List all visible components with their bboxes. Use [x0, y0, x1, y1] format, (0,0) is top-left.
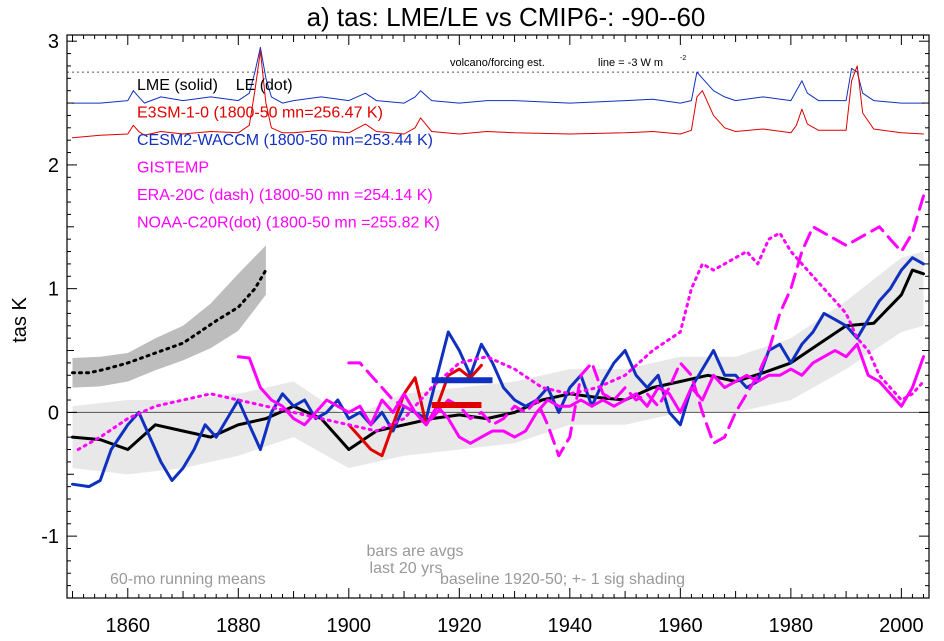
series-line-gistemp — [236, 342, 925, 445]
legend-entry: LME (solid) LE (dot) — [137, 77, 293, 94]
series-line-cesm2-waccm-forcing — [72, 46, 924, 104]
y-tick-label: 3 — [48, 31, 59, 53]
y-axis-label: tas K — [9, 297, 31, 343]
series-line-le-ensemble-mean — [71, 268, 268, 375]
x-tick-label: 1880 — [216, 615, 261, 637]
annotation-forcing-line-superscript: -2 — [680, 55, 686, 62]
series-line-e3sm-1-0 — [347, 363, 483, 458]
series-line-e3sm-1-0-forcing — [72, 50, 924, 139]
annotation-volcano: volcano/forcing est. — [450, 57, 545, 69]
y-tick-label: 1 — [48, 279, 59, 301]
x-tick-label: 1940 — [548, 615, 593, 637]
legend-entry: NOAA-C20R(dot) (1800-50 mn =255.82 K) — [137, 215, 440, 232]
series-line-era-20c — [347, 194, 925, 458]
x-tick-label: 1960 — [658, 615, 703, 637]
annotation-forcing-line: line = -3 W m — [598, 57, 663, 69]
x-tick-label: 1980 — [769, 615, 814, 637]
x-tick-label: 1900 — [327, 615, 372, 637]
legend-entry: ERA-20C (dash) (1800-50 mn =254.14 K) — [137, 187, 433, 204]
chart-title: a) tas: LME/LE vs CMIP6-: -90--60 — [307, 2, 706, 32]
spread-band-lme-spread — [72, 251, 924, 475]
annotation-bars-avgs: bars are avgs — [367, 543, 464, 560]
y-tick-label: -1 — [41, 526, 59, 548]
series-line-noaa-c20r — [76, 231, 925, 451]
plot-frame — [66, 34, 930, 599]
plot-area: 1860 1880 1900 1920 1940 1960 1980 2000 -1 0 1 2 3 LM… — [41, 31, 930, 637]
annotation-last-20-yrs: last 20 yrs — [370, 560, 443, 577]
annotation-baseline: baseline 1920-50; +- 1 sig shading — [440, 571, 685, 588]
series-line-lme-ensemble-mean — [71, 268, 925, 451]
legend-entry: GISTEMP — [137, 160, 209, 177]
y-tick-label: 2 — [48, 155, 59, 177]
y-tick-label: 0 — [48, 402, 59, 424]
series-line-cesm2-waccm — [71, 256, 925, 489]
annotation-running-means: 60-mo running means — [110, 571, 266, 588]
legend-entry: CESM2-WACCM (1800-50 mn=253.44 K) — [137, 132, 433, 149]
x-tick-label: 1920 — [437, 615, 482, 637]
legend-entry: E3SM-1-0 (1800-50 mn=256.47 K) — [137, 105, 383, 122]
x-tick-label: 1860 — [106, 615, 151, 637]
x-tick-label: 2000 — [879, 615, 924, 637]
spread-band-le-spread — [72, 245, 266, 388]
